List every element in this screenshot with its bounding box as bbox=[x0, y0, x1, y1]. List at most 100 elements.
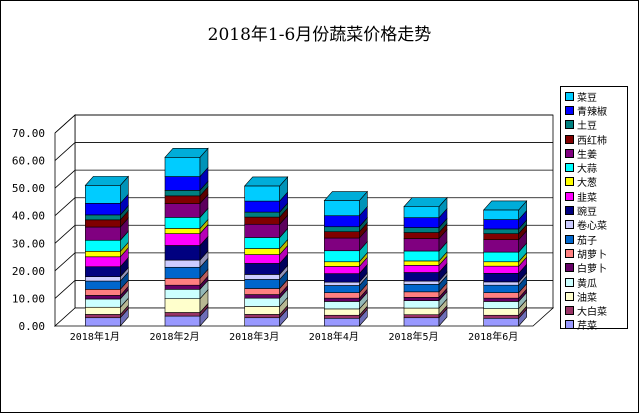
x-tick-label: 2018年5月 bbox=[388, 330, 438, 343]
bar-segment bbox=[85, 250, 121, 258]
bar-segment bbox=[85, 266, 121, 277]
legend-label: 菜豆 bbox=[577, 92, 597, 104]
y-tick-label: 60.00 bbox=[12, 155, 45, 168]
bar-segment bbox=[164, 190, 201, 197]
chart-title: 2018年1-6月份蔬菜价格走势 bbox=[207, 25, 432, 45]
legend-label: 芹菜 bbox=[577, 321, 597, 333]
bar-segment bbox=[403, 280, 440, 285]
bar-segment bbox=[483, 233, 519, 241]
x-tick-label: 2018年3月 bbox=[229, 330, 279, 343]
bar-top bbox=[243, 176, 289, 187]
bar-segment bbox=[403, 307, 440, 315]
legend-swatch bbox=[565, 120, 574, 130]
legend-label: 大葱 bbox=[577, 178, 597, 190]
gridline-side bbox=[54, 142, 76, 161]
bar-segment bbox=[403, 284, 440, 293]
gridline-side bbox=[54, 197, 76, 217]
bar-segment bbox=[244, 248, 280, 255]
bar-segment bbox=[324, 292, 360, 299]
bar-segment bbox=[244, 200, 280, 213]
legend-label: 大蒜 bbox=[577, 164, 597, 176]
gridline-side bbox=[54, 252, 76, 272]
legend-item: 生姜 bbox=[565, 146, 627, 161]
legend-swatch bbox=[565, 220, 574, 230]
y-tick-label: 70.00 bbox=[12, 127, 45, 140]
bar-segment bbox=[85, 306, 121, 315]
legend-item: 油菜 bbox=[565, 289, 627, 304]
legend-swatch bbox=[565, 148, 574, 158]
bar-segment bbox=[403, 297, 440, 301]
legend-swatch bbox=[565, 306, 574, 316]
bar-segment bbox=[85, 203, 121, 216]
bar-segment bbox=[403, 206, 440, 218]
bar-segment bbox=[324, 231, 360, 239]
legend-item: 青辣椒 bbox=[565, 103, 627, 118]
bar-segment bbox=[483, 261, 519, 267]
y-tick-label: 30.00 bbox=[12, 237, 45, 250]
bar-segment bbox=[85, 295, 121, 300]
bar-segment bbox=[244, 263, 280, 275]
legend-label: 青辣椒 bbox=[577, 106, 607, 118]
bar-segment bbox=[164, 266, 201, 279]
bar-segment bbox=[164, 298, 201, 313]
x-tick-label: 2018年1月 bbox=[70, 330, 120, 343]
bar-segment bbox=[483, 297, 519, 302]
bar-segment bbox=[244, 185, 280, 202]
legend-label: 胡萝卜 bbox=[577, 249, 607, 261]
bar-segment bbox=[324, 226, 360, 233]
legend-label: 豌豆 bbox=[577, 207, 597, 219]
bar-segment bbox=[324, 281, 360, 286]
bar-segment bbox=[403, 232, 440, 239]
legend-swatch bbox=[565, 320, 574, 330]
bar-segment bbox=[85, 317, 121, 327]
x-tick-label: 2018年4月 bbox=[309, 330, 359, 343]
bar-top bbox=[164, 147, 209, 158]
bar-segment bbox=[85, 314, 121, 319]
bar-segment bbox=[164, 312, 201, 317]
x-tick-label: 2018年6月 bbox=[468, 330, 518, 343]
bar-segment bbox=[483, 301, 519, 309]
bar-segment bbox=[403, 314, 440, 319]
y-tick-label: 10.00 bbox=[12, 292, 45, 305]
bar-segment bbox=[403, 272, 440, 282]
bar-segment bbox=[164, 228, 201, 234]
bar-segment bbox=[483, 314, 519, 319]
bar-segment bbox=[483, 219, 519, 230]
bar-segment bbox=[164, 259, 201, 268]
legend-item: 芹菜 bbox=[565, 318, 627, 332]
legend-label: 生姜 bbox=[577, 149, 597, 161]
bar-segment bbox=[483, 273, 519, 283]
bar-segment bbox=[244, 254, 280, 264]
legend-swatch bbox=[565, 291, 574, 301]
x-tick-label: 2018年2月 bbox=[149, 330, 199, 343]
bar-segment bbox=[324, 301, 360, 310]
bar-segment bbox=[244, 274, 280, 280]
legend-label: 土豆 bbox=[577, 121, 597, 133]
bar-segment bbox=[324, 317, 360, 327]
bar-segment bbox=[164, 278, 201, 286]
y-tick-label: 20.00 bbox=[12, 265, 45, 278]
bar-segment bbox=[483, 281, 519, 286]
bar-segment bbox=[324, 237, 360, 252]
legend-label: 茄子 bbox=[577, 235, 597, 247]
legend: 菜豆 青辣椒 土豆 西红柿 生姜 大蒜 大葱 韭菜 豌豆 卷心菜 茄子 胡萝卜 白萝卜 黄瓜 油菜 大白菜 芹菜 bbox=[560, 86, 628, 332]
legend-item: 豌豆 bbox=[565, 203, 627, 219]
bar-segment bbox=[483, 239, 519, 253]
bar-segment bbox=[85, 256, 121, 268]
legend-swatch bbox=[565, 277, 574, 287]
bar-segment bbox=[324, 261, 360, 267]
bar-segment bbox=[324, 297, 360, 302]
bar-segment bbox=[403, 227, 440, 233]
bar-segment bbox=[164, 195, 201, 204]
bar-segment bbox=[244, 294, 280, 299]
legend-label: 油菜 bbox=[577, 292, 597, 304]
bar-segment bbox=[85, 280, 121, 290]
legend-label: 卷心菜 bbox=[577, 221, 607, 233]
legend-label: 西红柿 bbox=[577, 135, 607, 147]
side-wall bbox=[54, 114, 76, 327]
bar-segment bbox=[403, 217, 440, 228]
bar-segment bbox=[85, 226, 121, 241]
bar-segment bbox=[164, 289, 201, 300]
bar-top bbox=[84, 176, 130, 186]
